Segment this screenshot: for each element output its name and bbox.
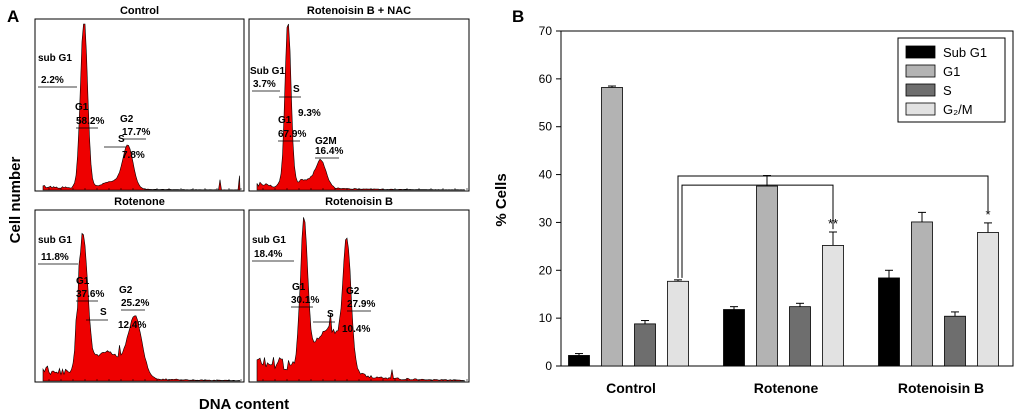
- significance-mark: **: [828, 216, 838, 231]
- legend-swatch-s: [906, 84, 935, 96]
- legend-swatch-g1: [906, 65, 935, 77]
- gate-label-s: S: [100, 307, 107, 318]
- bar-g1: [602, 87, 623, 366]
- gate-label-g2: G2: [120, 114, 134, 125]
- gate-value-g2: 17.7%: [122, 127, 150, 138]
- gate-value-subg1: 3.7%: [253, 79, 276, 90]
- bar-s: [790, 307, 811, 366]
- y-tick-label: 70: [539, 24, 553, 38]
- gate-value-g2: 16.4%: [315, 146, 343, 157]
- significance-mark: *: [985, 207, 990, 222]
- histogram-grid: Control sub G1 2.2% G1 58.2% S 7.8% G2 17.7% Rote…: [35, 5, 469, 382]
- panel-a-letter: A: [7, 7, 19, 26]
- panel-a-xlabel: DNA content: [199, 396, 289, 413]
- histogram-frame: [35, 19, 244, 191]
- bar-sub_g1: [724, 310, 745, 366]
- gate-label-g1: G1: [76, 276, 90, 287]
- y-tick-label: 50: [539, 120, 553, 134]
- y-tick-label: 0: [545, 359, 552, 373]
- bar-sub_g1: [879, 278, 900, 366]
- gate-value-g2: 27.9%: [347, 299, 375, 310]
- x-tick-label: Rotenone: [754, 380, 819, 396]
- histogram-title: Rotenone: [114, 196, 165, 208]
- gate-label-g2: G2: [119, 285, 133, 296]
- bar-g2m: [823, 245, 844, 366]
- gate-label-g2: G2: [346, 286, 360, 297]
- gate-value-s: 10.4%: [342, 324, 370, 335]
- legend-label-s: S: [943, 83, 952, 98]
- gate-value-s: 12.4%: [118, 320, 146, 331]
- bar-g1: [912, 222, 933, 366]
- gate-label-g1: G1: [278, 115, 292, 126]
- gate-label-g1: G1: [75, 102, 89, 113]
- gate-value-subg1: 18.4%: [254, 249, 282, 260]
- gate-label-subg1: sub G1: [38, 235, 72, 246]
- bar-chart: 0 10 20 30 40 50 60 70 Control Rotenone Rotenoisin…: [539, 24, 1013, 396]
- legend-swatch-g2m: [906, 103, 935, 115]
- gate-value-subg1: 11.8%: [41, 252, 69, 263]
- y-tick-label: 10: [539, 311, 553, 325]
- gate-label-s: S: [327, 309, 334, 320]
- bar-s: [945, 316, 966, 366]
- panel-a-ylabel: Cell number: [7, 156, 24, 243]
- bar-g2m: [668, 281, 689, 366]
- gate-value-s: 9.3%: [298, 108, 321, 119]
- histogram-panel: Rotenoisin B + NAC Sub G1 3.7% G1 67.9% S 9.3%…: [249, 5, 469, 191]
- histogram-panel: Rotenoisin B sub G1 18.4% G1 30.1% S 10.4% G2 27…: [249, 196, 469, 382]
- y-tick-label: 60: [539, 72, 553, 86]
- legend-label-g1: G1: [943, 64, 960, 79]
- gate-value-g1: 37.6%: [76, 289, 104, 300]
- gate-value-g2: 25.2%: [121, 298, 149, 309]
- y-tick-label: 20: [539, 263, 553, 277]
- legend-label-sub_g1: Sub G1: [943, 45, 987, 60]
- x-tick-label: Control: [606, 380, 656, 396]
- gate-label-subg1: Sub G1: [250, 66, 285, 77]
- y-tick-label: 30: [539, 215, 553, 229]
- gate-value-subg1: 2.2%: [41, 75, 64, 86]
- x-tick-label: Rotenoisin B: [898, 380, 984, 396]
- histogram-title: Rotenoisin B: [325, 196, 393, 208]
- bar-sub_g1: [569, 355, 590, 366]
- panel-b-letter: B: [512, 7, 524, 26]
- histogram-title: Control: [120, 5, 159, 17]
- y-axis-label: % Cells: [493, 173, 510, 226]
- legend-swatch-sub_g1: [906, 46, 935, 58]
- bar-g1: [757, 186, 778, 366]
- figure: A Cell number DNA content Control sub G1 2…: [0, 0, 1024, 415]
- gate-value-g1: 67.9%: [278, 129, 306, 140]
- bar-g2m: [978, 232, 999, 366]
- gate-label-s: S: [293, 84, 300, 95]
- gate-value-g1: 58.2%: [76, 116, 104, 127]
- legend-label-g2m: G₂/M: [943, 102, 973, 117]
- histogram-panel: Rotenone sub G1 11.8% G1 37.6% S 12.4% G2 25.2%: [35, 196, 244, 382]
- gate-label-g1: G1: [292, 282, 306, 293]
- gate-label-subg1: sub G1: [38, 53, 72, 64]
- gate-value-s: 7.8%: [122, 150, 145, 161]
- bar-s: [635, 324, 656, 366]
- y-tick-label: 40: [539, 168, 553, 182]
- histogram-title: Rotenoisin B + NAC: [307, 5, 411, 17]
- gate-value-g1: 30.1%: [291, 295, 319, 306]
- gate-label-subg1: sub G1: [252, 235, 286, 246]
